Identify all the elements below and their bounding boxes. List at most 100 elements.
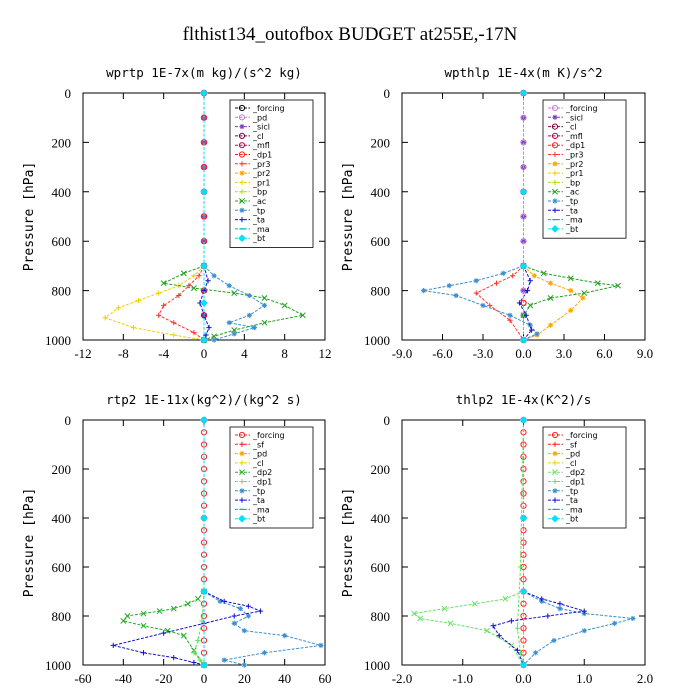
series-dp2 bbox=[120, 588, 207, 668]
legend-marker bbox=[552, 170, 558, 176]
data-point bbox=[510, 273, 516, 279]
legend-marker bbox=[552, 497, 558, 503]
legend-label: _pr2 bbox=[565, 160, 583, 169]
chart-panel-3: rtp2 1E-11x(kg^2)/(kg^2 s) Pressure [hPa]… bbox=[22, 392, 332, 686]
data-point bbox=[217, 598, 223, 604]
legend-marker bbox=[551, 431, 559, 439]
data-point bbox=[231, 327, 238, 334]
legend-marker bbox=[552, 151, 558, 158]
data-point bbox=[547, 280, 554, 286]
data-point bbox=[251, 325, 258, 331]
x-tick-label: 40 bbox=[278, 671, 291, 686]
data-point bbox=[161, 302, 167, 309]
x-tick-label: -40 bbox=[115, 671, 132, 686]
x-tick-label: -4 bbox=[158, 346, 169, 361]
data-point bbox=[231, 613, 237, 619]
legend-label: _dp1 bbox=[252, 478, 272, 487]
data-point bbox=[211, 337, 217, 343]
series-line bbox=[412, 591, 524, 666]
legend-label: _pr1 bbox=[252, 178, 270, 187]
y-tick-label: 200 bbox=[52, 135, 72, 150]
legend-marker bbox=[552, 488, 558, 494]
data-point bbox=[557, 601, 563, 607]
data-point bbox=[197, 657, 203, 663]
data-point bbox=[200, 661, 208, 669]
data-point bbox=[221, 657, 227, 663]
x-tick-label: 9.0 bbox=[637, 346, 653, 361]
data-point bbox=[171, 320, 177, 326]
x-tick-label: 0.0 bbox=[515, 346, 531, 361]
y-tick-label: 0 bbox=[384, 86, 391, 101]
legend: _forcing_sf_pd_cl_dp2_dp1_tp_ta_ma_bt bbox=[229, 426, 314, 529]
data-point bbox=[246, 312, 252, 318]
legend-label: _mfl bbox=[565, 132, 583, 141]
y-tick-label: 600 bbox=[52, 234, 72, 249]
legend-marker bbox=[239, 207, 245, 213]
legend-marker bbox=[239, 189, 245, 195]
legend-label: _cl bbox=[252, 132, 264, 141]
series-line bbox=[523, 591, 634, 666]
data-point bbox=[517, 564, 524, 570]
x-tick-label: -12 bbox=[74, 346, 91, 361]
data-point bbox=[547, 322, 554, 328]
data-point bbox=[211, 273, 217, 279]
data-point bbox=[241, 628, 247, 634]
legend-label: _ta bbox=[565, 496, 578, 505]
legend-label: _tp bbox=[565, 487, 578, 496]
legend-marker bbox=[238, 431, 246, 439]
data-point bbox=[203, 332, 209, 338]
legend-label: _tp bbox=[252, 206, 265, 215]
data-point bbox=[612, 620, 618, 626]
x-tick-label: 12 bbox=[319, 346, 332, 361]
data-point bbox=[190, 285, 197, 292]
legend-label: _sicl bbox=[565, 113, 583, 122]
data-point bbox=[205, 278, 211, 284]
y-tick-label: 0 bbox=[384, 413, 391, 428]
data-point bbox=[161, 630, 167, 636]
data-point bbox=[507, 312, 513, 318]
data-point bbox=[231, 331, 237, 337]
panel-title: thlp2 1E-4x(K^2)/s bbox=[456, 392, 591, 407]
data-point bbox=[201, 139, 207, 145]
legend-marker bbox=[552, 441, 558, 447]
data-point bbox=[524, 288, 531, 294]
x-tick-label: 0.0 bbox=[515, 671, 531, 686]
series-bt bbox=[200, 89, 208, 344]
data-point bbox=[411, 610, 418, 617]
data-point bbox=[547, 295, 554, 301]
data-point bbox=[221, 598, 227, 604]
legend-label: _mfl bbox=[252, 141, 270, 150]
data-point bbox=[527, 278, 533, 284]
data-point bbox=[545, 613, 551, 619]
legend-marker bbox=[552, 114, 558, 120]
data-point bbox=[140, 610, 147, 617]
data-point bbox=[200, 262, 208, 270]
data-point bbox=[206, 325, 212, 331]
data-point bbox=[531, 273, 537, 279]
legend-marker bbox=[552, 460, 558, 466]
data-point bbox=[447, 620, 454, 627]
series-dp2 bbox=[411, 588, 527, 668]
series-bt bbox=[200, 416, 208, 669]
data-point bbox=[473, 290, 479, 296]
legend-label: _ma bbox=[252, 225, 270, 234]
x-tick-label: -60 bbox=[74, 671, 91, 686]
y-tick-label: 800 bbox=[371, 609, 391, 624]
data-point bbox=[281, 302, 288, 309]
series-line bbox=[113, 591, 263, 666]
data-point bbox=[231, 620, 237, 626]
data-point bbox=[490, 623, 496, 629]
data-point bbox=[540, 270, 547, 277]
data-point bbox=[318, 642, 324, 648]
y-axis-label: Pressure [hPa] bbox=[341, 162, 356, 272]
data-point bbox=[520, 238, 527, 244]
data-point bbox=[176, 292, 182, 299]
y-tick-label: 1000 bbox=[364, 333, 390, 348]
legend-label: _cl bbox=[565, 459, 577, 468]
series-line bbox=[199, 265, 210, 341]
series-line bbox=[162, 265, 305, 341]
data-point bbox=[441, 605, 448, 612]
legend-marker bbox=[239, 198, 245, 204]
data-point bbox=[171, 332, 177, 338]
y-tick-label: 400 bbox=[52, 185, 72, 200]
